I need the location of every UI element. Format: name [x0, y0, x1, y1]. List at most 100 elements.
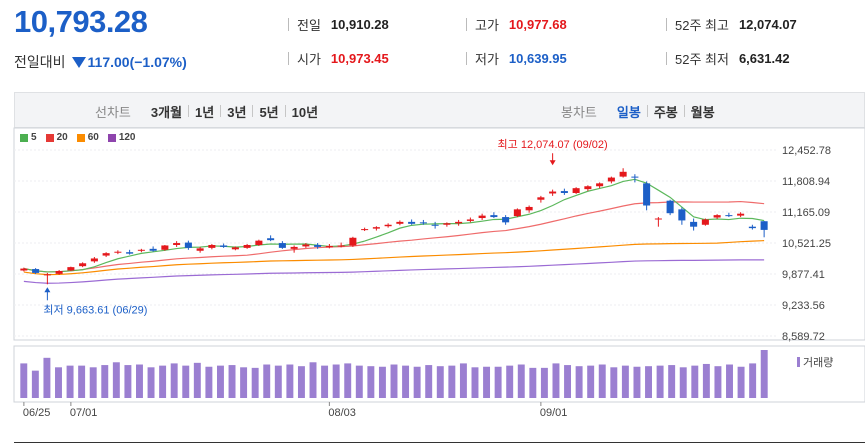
candle-body — [560, 191, 568, 193]
candle-body — [32, 269, 40, 273]
stat-high: 고가 10,977.68 — [466, 14, 567, 34]
candle-body — [20, 268, 28, 271]
candle-body — [102, 253, 110, 256]
volume-bar — [286, 364, 294, 398]
volume-bar — [633, 366, 641, 398]
candle-body — [67, 267, 75, 271]
volume-bar — [112, 362, 120, 398]
stat-value: 10,977.68 — [508, 16, 567, 32]
volume-bar — [552, 363, 560, 398]
divider — [466, 17, 467, 31]
ma120-line — [23, 259, 765, 284]
stat-label: 52주 최고 — [675, 17, 729, 33]
candle-body — [137, 249, 145, 251]
legend-swatch — [45, 133, 54, 142]
candle-body — [654, 218, 662, 220]
candle-body — [396, 221, 404, 224]
volume-bar — [529, 367, 537, 398]
volume-bar — [216, 365, 224, 398]
volume-bar — [136, 364, 143, 398]
volume-bar — [621, 365, 629, 398]
chart-toolbar: 선차트 3개월 1년 3년 5년 10년 봉차트 일봉 주봉 월봉 — [14, 92, 865, 128]
candle-body — [161, 245, 169, 250]
volume-bar — [390, 364, 398, 398]
y-tick-label: 8,589.72 — [782, 331, 825, 343]
volume-bar — [760, 350, 768, 398]
stat-52w-low: 52주 최저 6,631.42 — [666, 48, 790, 68]
legend-swatch — [76, 133, 85, 142]
candle-body — [290, 246, 298, 249]
period-3y-button[interactable]: 3년 — [227, 104, 247, 120]
candle-body — [302, 244, 310, 247]
candle-body — [631, 176, 639, 178]
candle-body — [220, 245, 228, 247]
x-tick-label: 07/01 — [70, 407, 98, 419]
period-3m-button[interactable]: 3개월 — [150, 104, 183, 120]
volume-bar — [89, 367, 97, 398]
volume-bar — [471, 367, 479, 398]
legend-label: 120 — [118, 132, 136, 143]
stat-value: 10,639.95 — [508, 50, 567, 66]
candle-body — [584, 186, 592, 190]
period-5y-button[interactable]: 5년 — [259, 104, 279, 120]
monthly-candle-tab[interactable]: 월봉 — [690, 104, 715, 120]
stat-open: 시가 10,973.45 — [288, 48, 389, 68]
volume-bar — [587, 365, 595, 398]
candle-chart-label: 봉차트 — [561, 104, 597, 120]
candle-body — [419, 222, 427, 224]
volume-bar — [332, 364, 340, 398]
volume-bar — [679, 367, 687, 398]
y-tick-label: 9,877.41 — [782, 269, 825, 281]
change-value: 117.00 (−1.07%) — [71, 54, 187, 70]
y-tick-label: 9,233.56 — [782, 300, 825, 312]
candle-body — [678, 209, 686, 221]
divider — [466, 51, 467, 65]
legend-swatch — [107, 133, 116, 142]
candle-body — [725, 215, 733, 217]
candle-body — [79, 263, 87, 267]
volume-bar — [540, 367, 548, 398]
volume-bar — [147, 367, 155, 398]
ma60-line — [23, 240, 765, 276]
candle-body — [114, 251, 122, 253]
period-1y-button[interactable]: 1년 — [195, 104, 215, 120]
stat-52w-high: 52주 최고 12,074.07 — [666, 14, 797, 34]
candle-body — [90, 258, 98, 262]
volume-swatch — [797, 357, 800, 367]
divider — [252, 105, 254, 117]
candle-body — [443, 223, 451, 225]
volume-bar — [610, 367, 618, 398]
volume-legend: 거래량 — [797, 354, 833, 370]
x-tick-label: 06/25 — [23, 407, 51, 419]
volume-bar — [344, 363, 352, 398]
candle-body — [361, 229, 369, 231]
candle-body — [502, 217, 510, 223]
legend-ma120: 120 — [107, 132, 136, 143]
volume-bar — [564, 365, 572, 398]
legend-ma5: 5 — [20, 132, 37, 143]
volume-bar — [413, 366, 421, 398]
daily-candle-tab[interactable]: 일봉 — [616, 104, 641, 120]
candle-body — [243, 244, 251, 248]
legend-swatch — [20, 133, 28, 142]
candle-body — [466, 219, 474, 221]
candle-body — [173, 243, 181, 245]
candle-body — [537, 197, 545, 200]
volume-bar — [517, 364, 525, 398]
stat-value: 6,631.42 — [738, 50, 790, 66]
candle-body — [549, 191, 557, 194]
volume-bar — [506, 365, 514, 398]
line-chart-group: 선차트 3개월 1년 3년 5년 10년 — [95, 93, 324, 129]
volume-bar — [691, 365, 699, 398]
legend-label: 5 — [31, 132, 37, 143]
y-tick-label: 10,521.25 — [782, 238, 831, 250]
change-label: 전일대비 — [14, 54, 66, 70]
candle-body — [372, 227, 380, 229]
volume-bar — [78, 365, 86, 398]
candle-body — [619, 171, 627, 177]
volume-bar — [124, 365, 132, 398]
period-10y-button[interactable]: 10년 — [291, 104, 319, 120]
weekly-candle-tab[interactable]: 주봉 — [653, 104, 678, 120]
volume-bar — [55, 367, 62, 398]
